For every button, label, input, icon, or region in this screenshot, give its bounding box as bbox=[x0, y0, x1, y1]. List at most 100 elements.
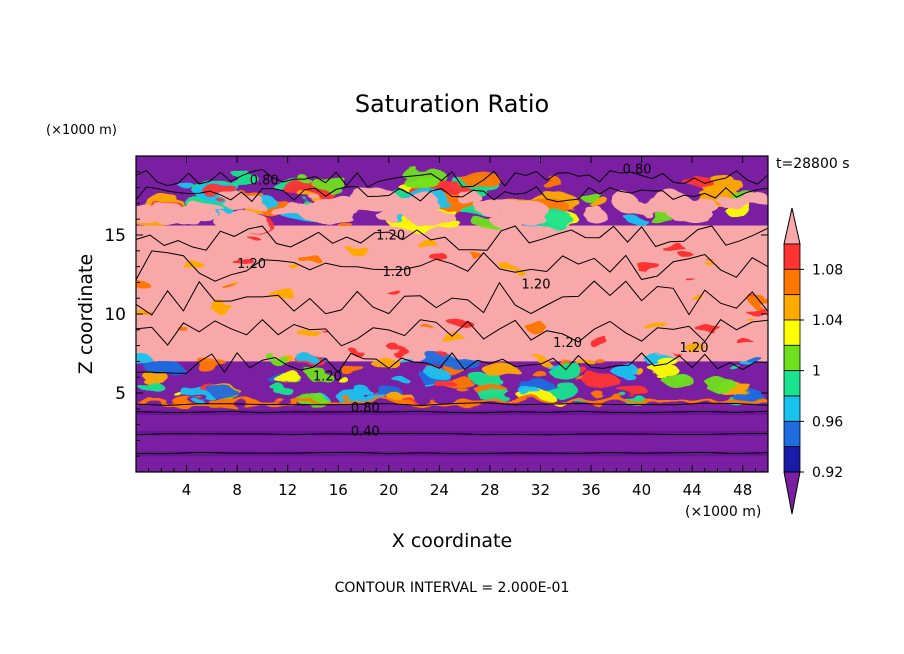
upper-transition-cell bbox=[577, 190, 601, 200]
y-tick-label: 5 bbox=[115, 384, 126, 404]
upper-core-cell bbox=[136, 209, 157, 224]
y-axis-label: Z coordinate bbox=[75, 254, 97, 374]
contour-line bbox=[136, 225, 768, 251]
core-peak-cell bbox=[233, 258, 255, 266]
contour-line bbox=[136, 318, 768, 347]
contour-line bbox=[136, 432, 768, 436]
upper-transition-cell bbox=[176, 180, 193, 187]
core-peak-cell bbox=[428, 253, 448, 260]
upper-core-cell bbox=[505, 201, 545, 222]
core-peak-cell bbox=[296, 328, 320, 337]
upper-core-cell bbox=[176, 205, 227, 217]
x-tick-label: 40 bbox=[632, 481, 651, 499]
core-peak-cell bbox=[736, 338, 753, 344]
lower-transition-cell bbox=[470, 373, 502, 386]
lower-transition-cell bbox=[656, 373, 666, 378]
x-unit-label: (×1000 m) bbox=[685, 504, 761, 520]
core-peak-cell bbox=[745, 318, 756, 322]
contour-label: 0.80 bbox=[351, 401, 380, 416]
colorbar-box bbox=[783, 420, 801, 448]
x-tick-label: 12 bbox=[278, 481, 297, 499]
lower-transition-cell bbox=[391, 375, 408, 382]
core-peak-cell bbox=[744, 306, 766, 314]
contour-line bbox=[136, 410, 768, 414]
core-peak-cell bbox=[669, 348, 677, 352]
lower-transition-cell bbox=[649, 363, 679, 376]
upper-transition-cell bbox=[202, 183, 239, 199]
lower-transition-cell bbox=[144, 360, 182, 376]
lower-transition-cell bbox=[546, 382, 578, 396]
lower-transition-cell bbox=[518, 386, 541, 396]
upper-transition-cell bbox=[542, 179, 565, 189]
lower-transition-cell bbox=[477, 387, 511, 402]
contour-label: 1.20 bbox=[313, 369, 342, 384]
lower-transition-cell bbox=[745, 392, 759, 398]
contour-line bbox=[136, 351, 768, 374]
contour-lines bbox=[136, 168, 768, 455]
colorbar-tick-label: 1 bbox=[812, 364, 821, 380]
core-peak-cell bbox=[697, 325, 723, 335]
core-peak-cell bbox=[349, 349, 363, 354]
lower-transition-cell bbox=[136, 353, 152, 365]
colorbar-box bbox=[783, 319, 801, 346]
upper-transition-cell bbox=[228, 172, 259, 185]
lower-transition-cell bbox=[548, 363, 584, 378]
upper-core-cell bbox=[381, 199, 433, 211]
contour-interval-footer: CONTOUR INTERVAL = 2.000E-01 bbox=[335, 580, 570, 596]
core-peak-cell bbox=[287, 262, 297, 266]
y-tick-label: 15 bbox=[104, 226, 126, 246]
core-peak-cell bbox=[136, 281, 151, 289]
x-tick-label: 32 bbox=[531, 481, 550, 499]
core-peak-cell bbox=[435, 350, 446, 355]
upper-transition-cell bbox=[461, 171, 500, 187]
lower-transition-cell bbox=[661, 373, 694, 387]
contour-label: 1.20 bbox=[237, 257, 266, 272]
colorbar: 1.08 1.04 1 0.96 0.92 bbox=[783, 207, 843, 515]
core-peak-cell bbox=[522, 321, 545, 330]
lower-transition-cell bbox=[297, 355, 319, 365]
upper-core-cell bbox=[457, 191, 482, 206]
contour-label: 1.20 bbox=[382, 265, 411, 280]
colorbar-max-triangle bbox=[783, 207, 801, 245]
lower-transition-cell bbox=[400, 358, 415, 365]
contour-label: 0.80 bbox=[623, 162, 652, 177]
y-axis-ticks: 5 10 15 bbox=[104, 171, 768, 457]
core-peak-cell bbox=[686, 344, 707, 352]
y-tick-label: 10 bbox=[104, 305, 126, 325]
time-label: t=28800 s bbox=[776, 156, 850, 172]
core-peak-cell bbox=[440, 333, 465, 342]
upper-core-cell bbox=[222, 193, 265, 211]
core-peak-cell bbox=[297, 254, 320, 262]
upper-core-cell bbox=[342, 198, 366, 215]
x-tick-label: 16 bbox=[329, 481, 348, 499]
upper-core-cell bbox=[377, 207, 398, 223]
core-peak-cell bbox=[680, 253, 695, 259]
contour-label: 1.20 bbox=[553, 336, 582, 351]
lower-transition-cell bbox=[522, 394, 533, 399]
contour-line bbox=[136, 250, 768, 282]
lower-transition-cell bbox=[656, 356, 678, 365]
core-peak-cell bbox=[210, 304, 234, 312]
lower-transition-cell bbox=[730, 366, 743, 372]
colorbar-box bbox=[783, 294, 801, 321]
upper-core-cell bbox=[298, 203, 355, 222]
core-peak-cell bbox=[641, 320, 667, 329]
lower-transition-cell bbox=[195, 358, 228, 372]
upper-core-cell bbox=[666, 202, 702, 222]
x-tick-label: 28 bbox=[480, 481, 499, 499]
lower-transition-cell bbox=[138, 382, 165, 393]
core-peak-cell bbox=[634, 261, 660, 271]
x-axis-ticks: 4 8 12 16 20 24 28 32 36 40 44 48 bbox=[148, 156, 756, 499]
contour-line bbox=[136, 402, 768, 407]
lower-transition-cell bbox=[442, 355, 479, 370]
upper-core-cell bbox=[614, 195, 644, 215]
colorbar-tick-label: 1.04 bbox=[812, 313, 843, 329]
lower-transition-cell bbox=[337, 377, 349, 383]
lower-transition-cell bbox=[306, 370, 332, 381]
x-tick-label: 8 bbox=[232, 481, 242, 499]
contour-line bbox=[136, 168, 768, 188]
core-peak-cell bbox=[420, 324, 432, 329]
x-tick-label: 24 bbox=[430, 481, 449, 499]
y-unit-label: (×1000 m) bbox=[46, 123, 117, 138]
